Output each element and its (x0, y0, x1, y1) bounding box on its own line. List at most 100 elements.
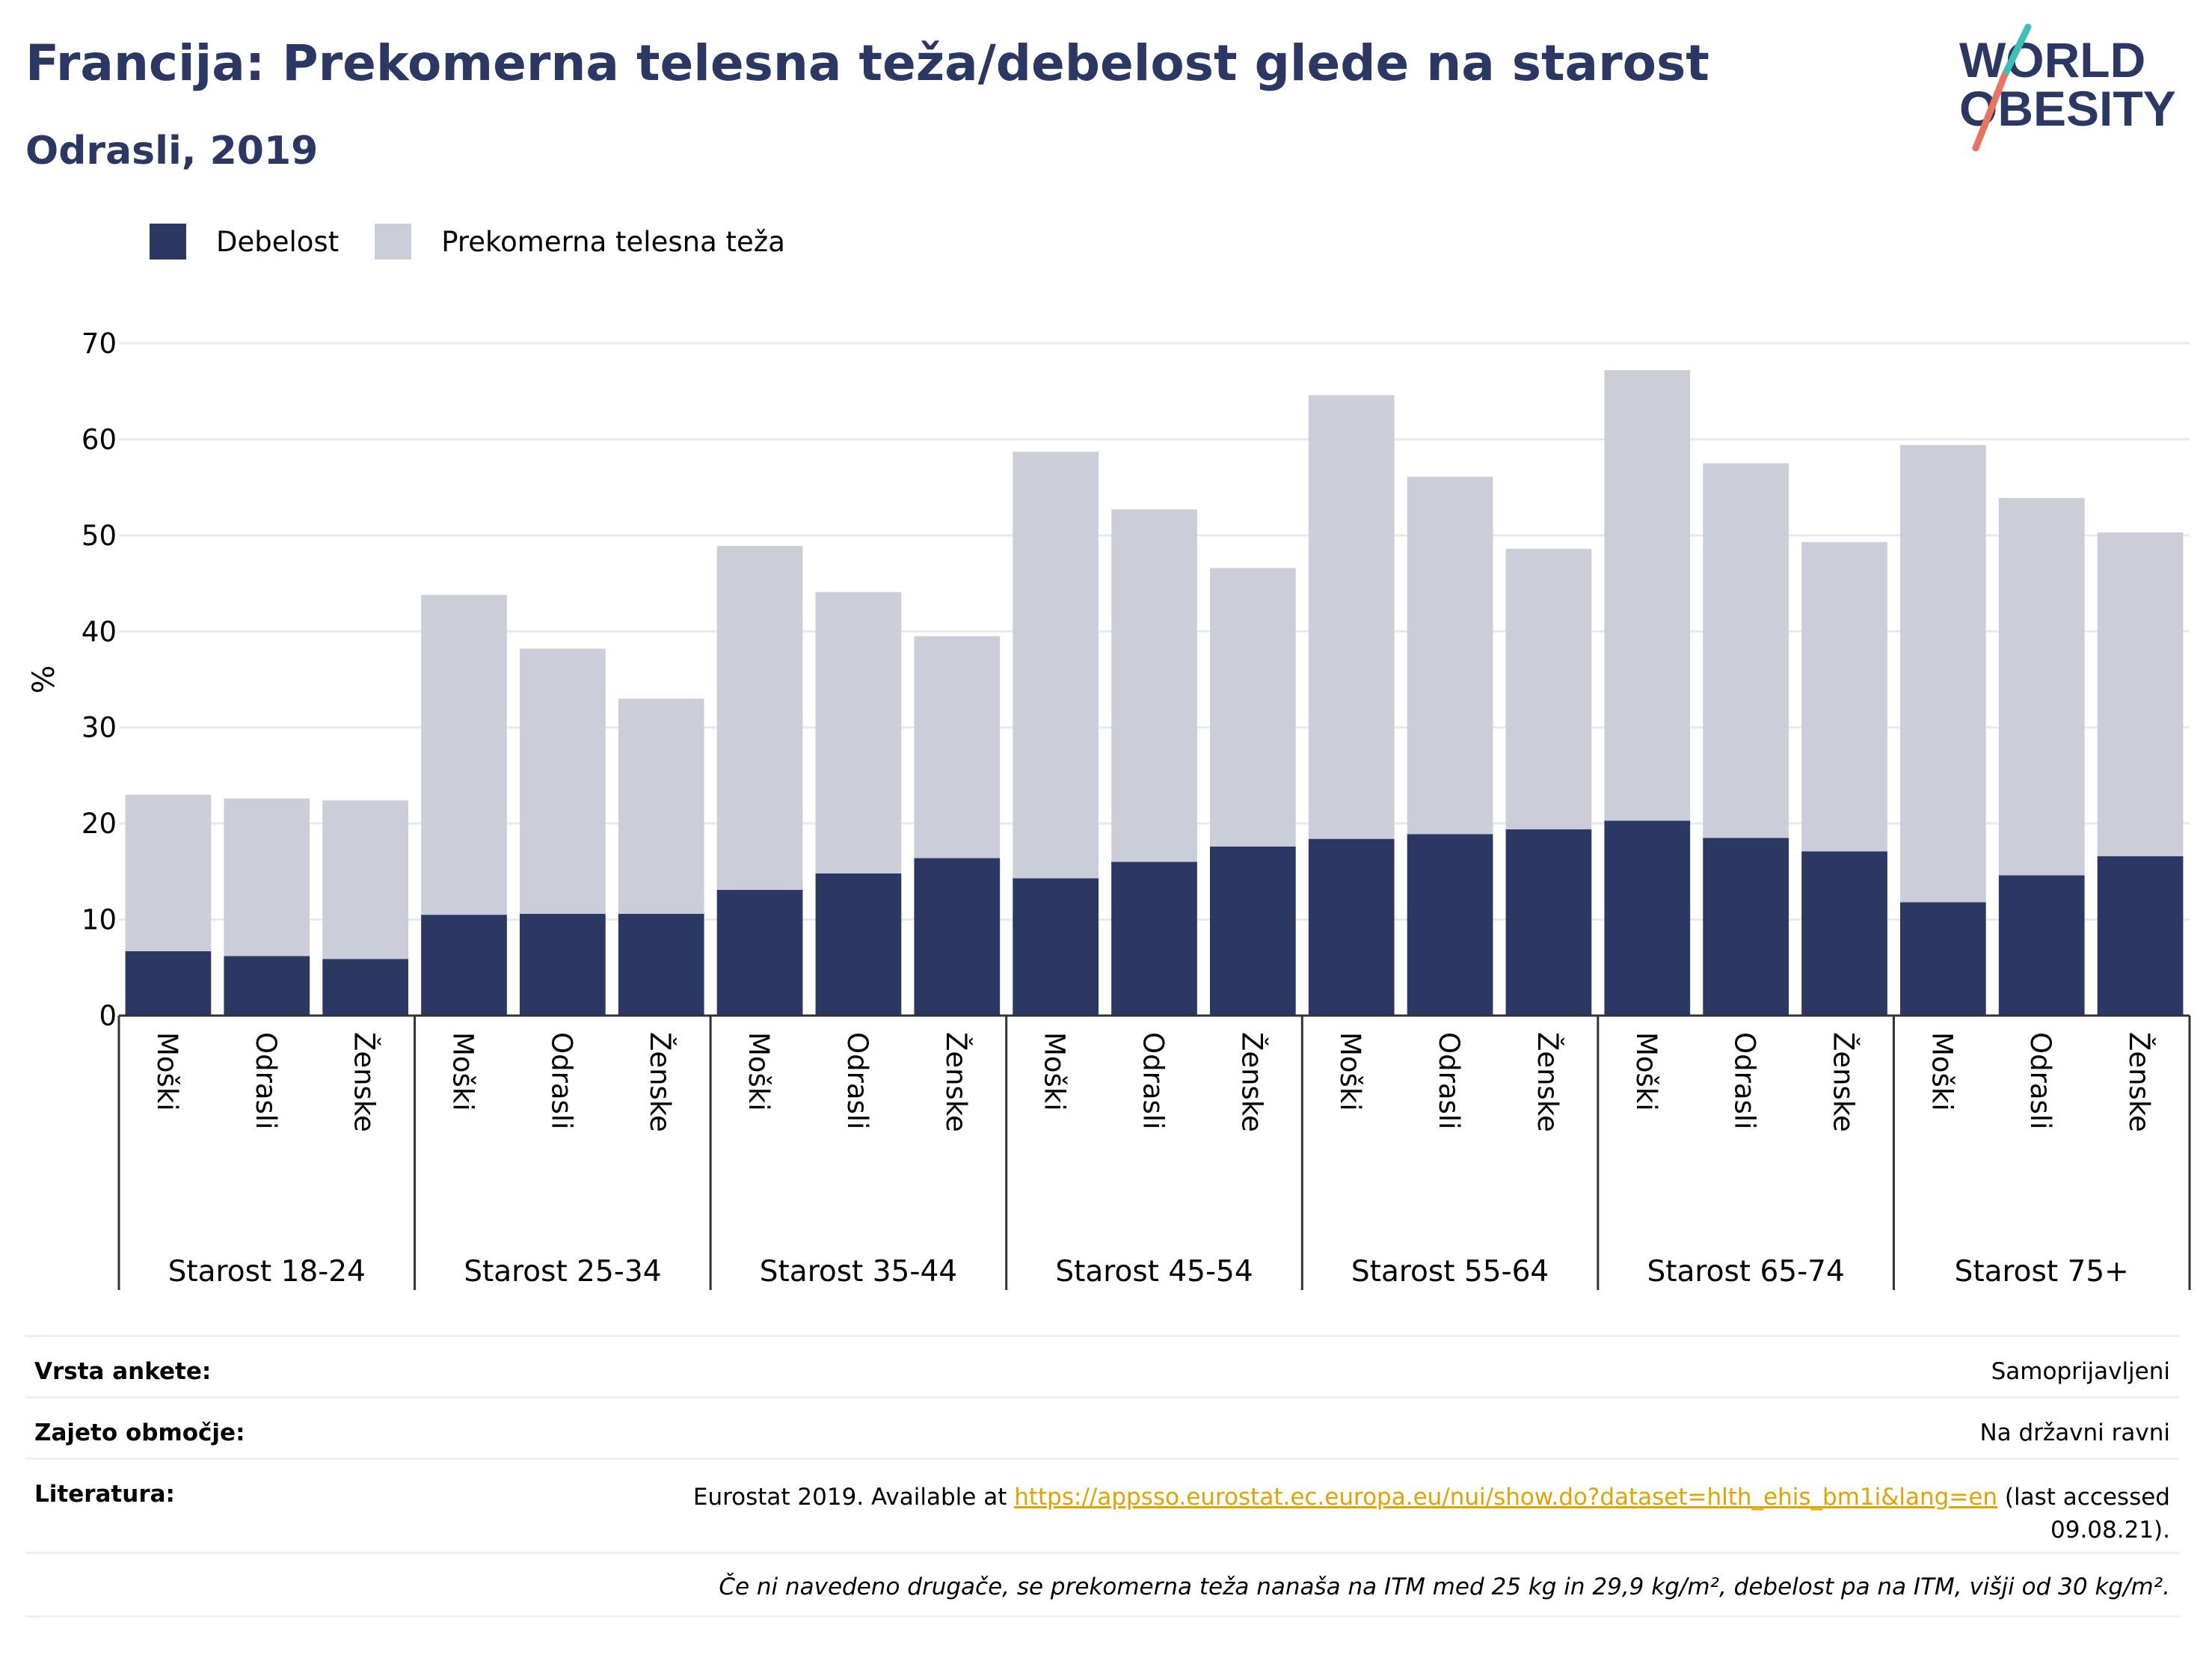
x-tick-label: Ženske (940, 1032, 973, 1132)
y-tick-label: 0 (99, 1000, 117, 1032)
y-tick-label: 10 (82, 904, 117, 936)
chart-subtitle: Odrasli, 2019 (25, 129, 319, 174)
y-tick-label: 40 (82, 615, 117, 648)
literature-suffix: (last accessed (1997, 1484, 2170, 1511)
x-tick-label: Moški (743, 1032, 775, 1111)
x-tick-label: Moški (1926, 1032, 1958, 1111)
survey-label: Vrsta ankete: (34, 1358, 212, 1385)
note-row: Če ni navedeno drugače, se prekomerna te… (25, 1552, 2179, 1618)
literature-value: Eurostat 2019. Available at https://apps… (693, 1481, 2170, 1547)
legend-label-obesity: Debelost (216, 225, 340, 258)
legend-item-obesity[interactable]: Debelost (150, 224, 339, 260)
bar-obesity (519, 913, 606, 1016)
x-tick-label: Ženske (2123, 1032, 2156, 1132)
chart-title: Francija: Prekomerna telesna teža/debelo… (25, 34, 1709, 92)
bar-overweight (125, 794, 212, 951)
bar-overweight (716, 545, 803, 890)
bar-overweight (1703, 463, 1789, 838)
x-tick-label: Moški (1334, 1032, 1366, 1111)
y-tick-label: 20 (82, 808, 117, 840)
legend: Debelost Prekomerna telesna teža (150, 223, 821, 260)
bar-overweight (421, 595, 507, 915)
literature-prefix: Eurostat 2019. Available at (692, 1484, 1015, 1511)
bar-obesity (125, 951, 212, 1016)
bar-obesity (618, 913, 704, 1016)
logo-line-1: WORLD (1959, 32, 2145, 87)
legend-label-overweight: Prekomerna telesna teža (441, 225, 785, 258)
x-tick-label: Odrasli (250, 1032, 282, 1129)
bar-obesity (421, 915, 507, 1016)
bar-obesity (322, 959, 409, 1016)
x-tick-label: Odrasli (545, 1032, 577, 1129)
bar-obesity (1209, 846, 1296, 1016)
y-tick-label: 50 (82, 520, 117, 552)
bar-overweight (1801, 541, 1887, 852)
stacked-bar-chart: 0 10 20 30 40 50 60 70% Moški Odrasli Ženske Staros… (27, 328, 2191, 1290)
y-tick-label: 70 (82, 328, 117, 360)
bar-obesity (1801, 851, 1887, 1016)
bar-obesity (914, 858, 1001, 1016)
coverage-row: Zajeto območje: Na državni ravni (25, 1396, 2179, 1460)
bar-obesity (224, 956, 310, 1016)
bar-overweight (1308, 395, 1395, 839)
survey-row: Vrsta ankete: Samoprijavljeni (25, 1335, 2179, 1398)
group-label: Starost 75+ (1955, 1255, 2129, 1289)
bar-overweight (1407, 476, 1493, 835)
bar-overweight (1998, 497, 2085, 876)
literature-date: 09.08.21). (2050, 1517, 2170, 1544)
coverage-value: Na državni ravni (1979, 1419, 2170, 1446)
bar-obesity (1407, 834, 1493, 1016)
survey-value: Samoprijavljeni (1991, 1358, 2170, 1385)
bar-obesity (1505, 829, 1592, 1016)
literature-label: Literatura: (34, 1481, 175, 1508)
x-tick-label: Ženske (1828, 1032, 1861, 1132)
x-tick-label: Moški (151, 1032, 183, 1111)
group-label: Starost 55-64 (1351, 1255, 1549, 1289)
bar-overweight (224, 798, 310, 957)
x-tick-label: Ženske (1235, 1032, 1268, 1132)
bar-overweight (1111, 509, 1197, 862)
x-tick-label: Odrasli (1433, 1032, 1465, 1129)
x-tick-label: Moški (1039, 1032, 1071, 1111)
bar-overweight (2097, 532, 2184, 856)
bar-overweight (322, 800, 409, 959)
literature-row: Literatura: Eurostat 2019. Available at … (25, 1458, 2179, 1554)
group-label: Starost 65-74 (1647, 1255, 1844, 1289)
group-label: Starost 18-24 (168, 1255, 366, 1289)
group-label: Starost 25-34 (464, 1255, 661, 1289)
legend-swatch-obesity (150, 224, 186, 260)
x-tick-label: Moški (447, 1032, 479, 1111)
bar-obesity (716, 889, 803, 1016)
bar-overweight (914, 636, 1001, 859)
bar-overweight (1899, 445, 1986, 903)
bar-obesity (1308, 838, 1395, 1016)
y-axis-label: % (27, 665, 61, 693)
group-label: Starost 45-54 (1055, 1255, 1253, 1289)
bar-obesity (1111, 862, 1197, 1016)
bar-overweight (815, 592, 902, 873)
x-tick-label: Odrasli (1729, 1032, 1761, 1129)
y-tick-label: 30 (82, 712, 117, 744)
bar-overweight (1013, 452, 1099, 879)
x-tick-label: Odrasli (841, 1032, 873, 1129)
bar-overweight (519, 648, 606, 914)
bar-obesity (1604, 820, 1691, 1016)
x-tick-label: Ženske (348, 1032, 381, 1132)
x-tick-label: Odrasli (1137, 1032, 1170, 1129)
legend-item-overweight[interactable]: Prekomerna telesna teža (375, 224, 785, 260)
literature-link[interactable]: https://appsso.eurostat.ec.europa.eu/nui… (1014, 1484, 1998, 1511)
group-label: Starost 35-44 (760, 1255, 957, 1289)
x-tick-label: Ženske (644, 1032, 677, 1132)
coverage-label: Zajeto območje: (34, 1419, 245, 1446)
bar-obesity (1703, 838, 1789, 1016)
bar-overweight (1209, 568, 1296, 847)
bar-obesity (1998, 875, 2085, 1016)
x-tick-label: Ženske (1531, 1032, 1564, 1132)
x-tick-label: Odrasli (2024, 1032, 2056, 1129)
y-tick-label: 60 (82, 423, 117, 455)
bar-obesity (1013, 878, 1099, 1016)
bar-obesity (815, 873, 902, 1016)
bar-overweight (1505, 548, 1592, 829)
definition-note: Če ni navedeno drugače, se prekomerna te… (719, 1573, 2170, 1600)
world-obesity-logo: WORLD OBESITY (1959, 23, 2176, 152)
